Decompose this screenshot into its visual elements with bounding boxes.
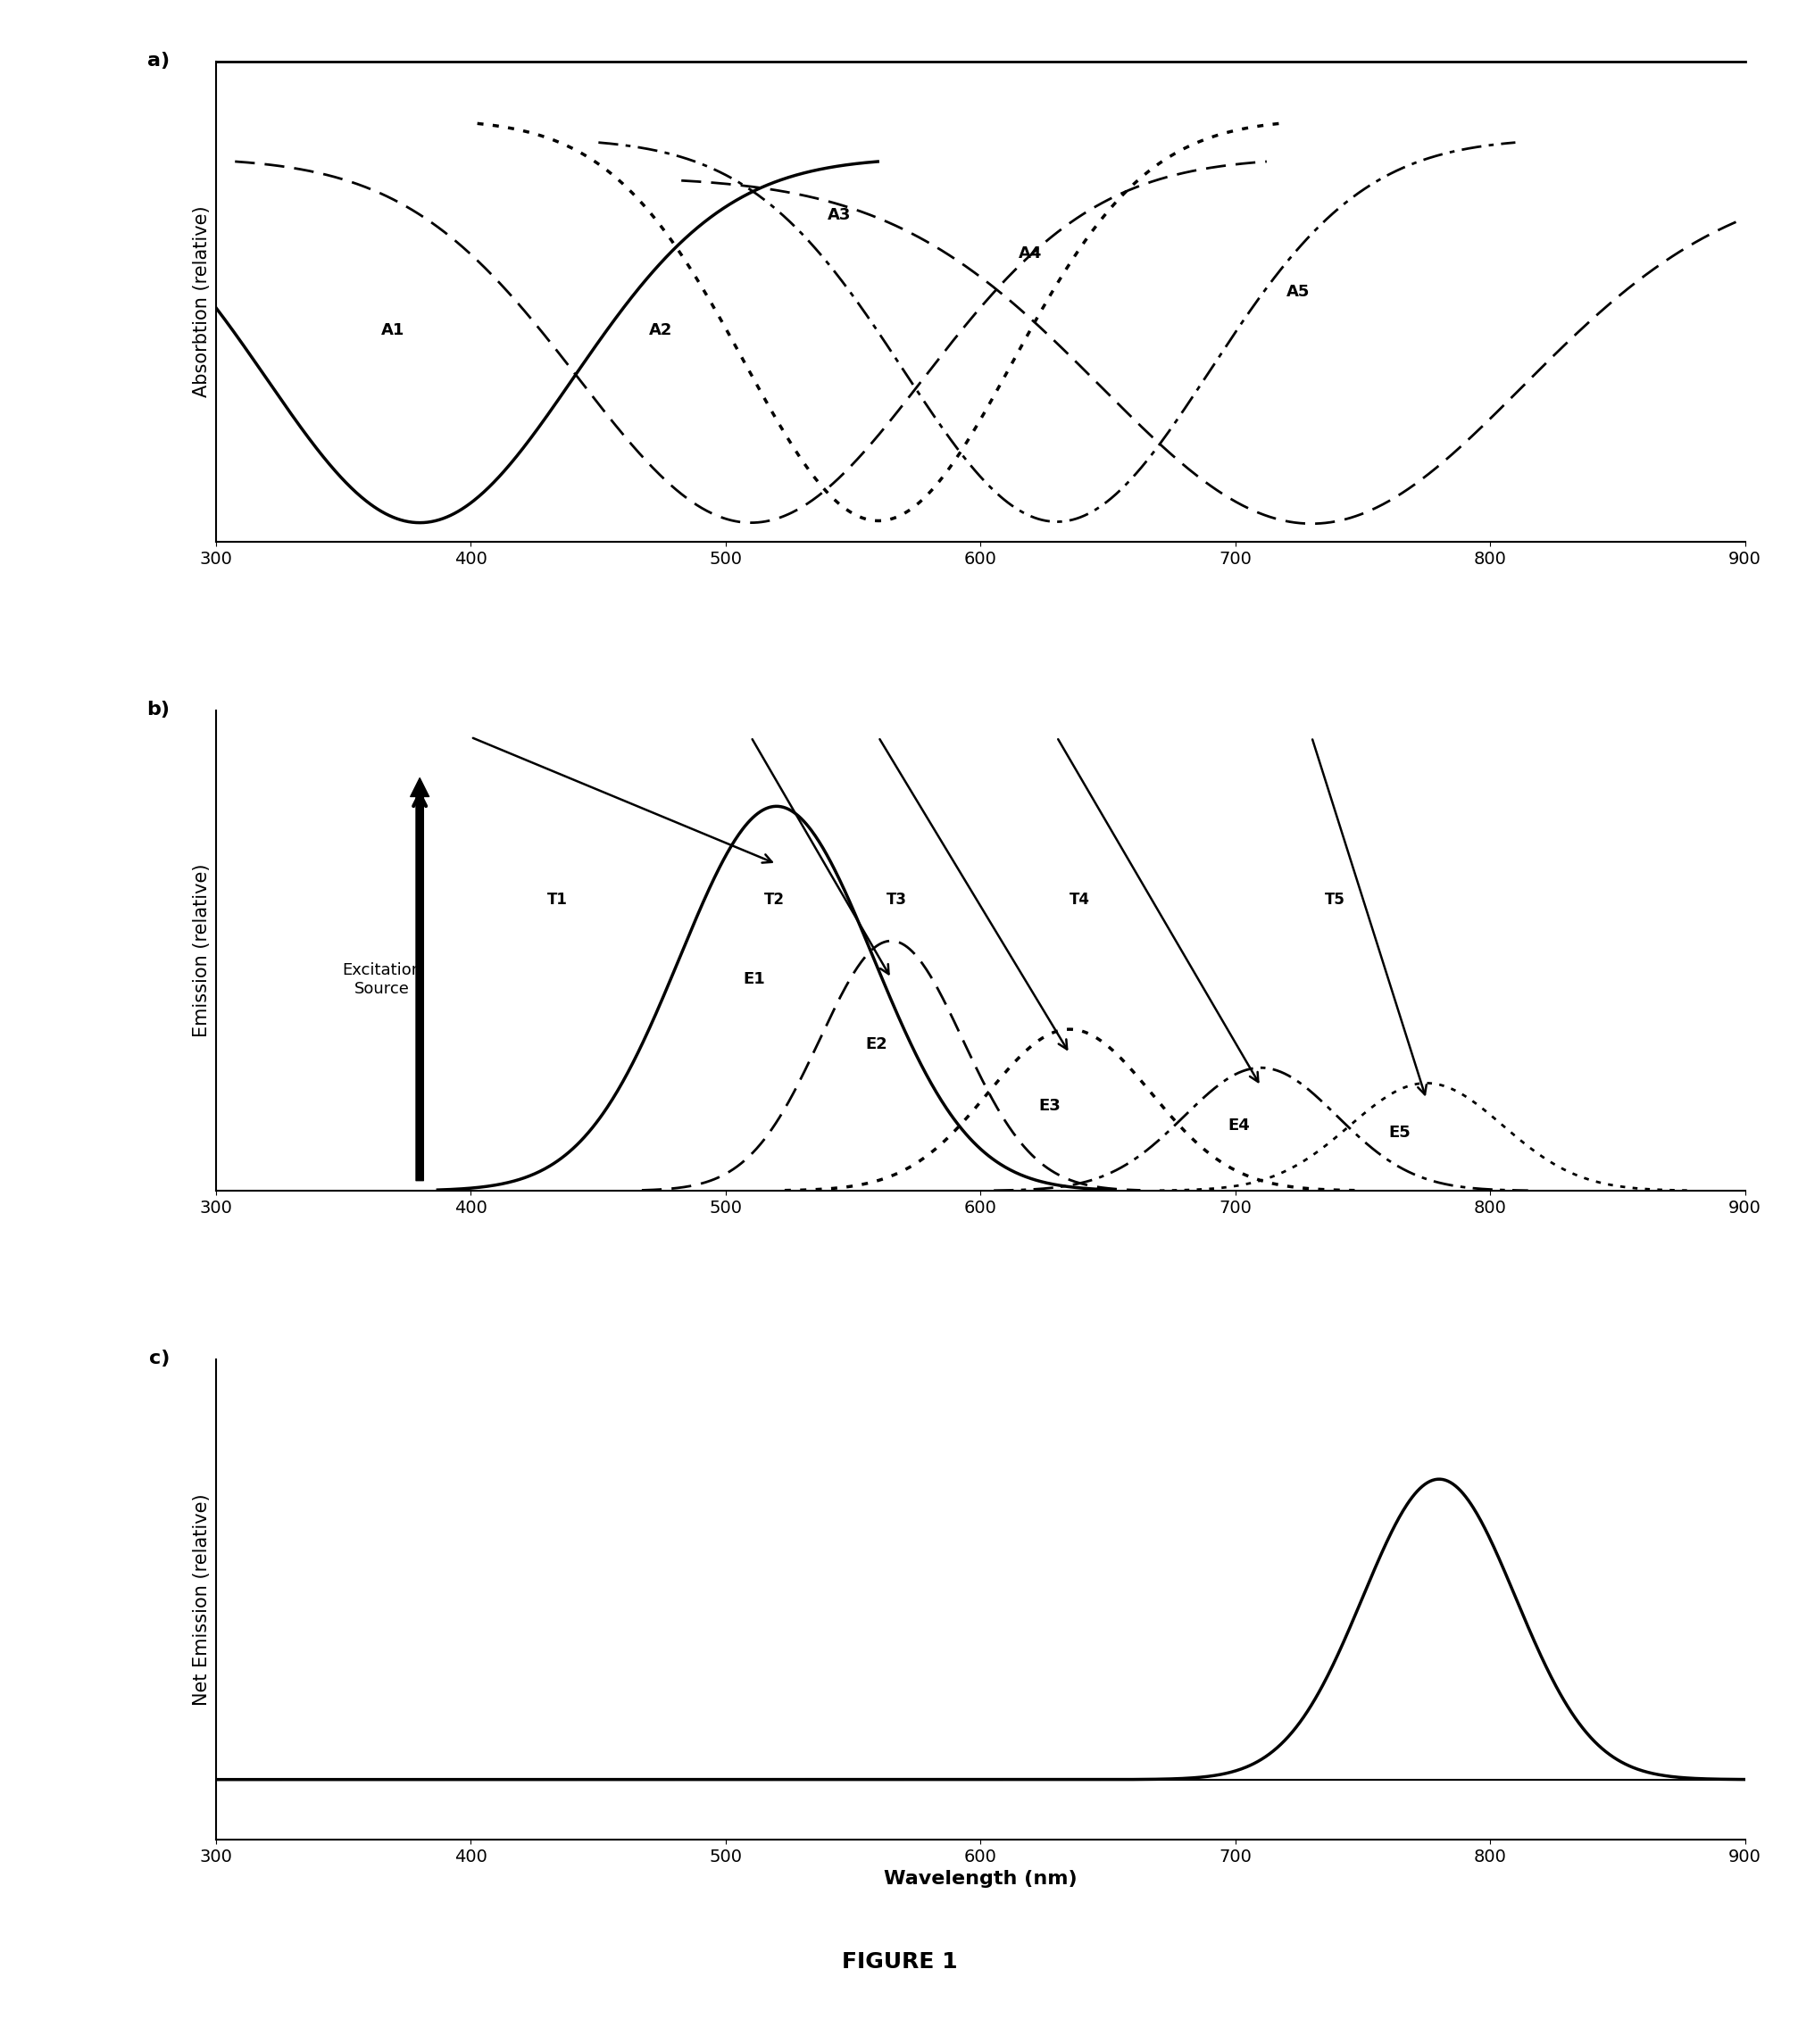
Text: A1: A1 bbox=[381, 323, 405, 339]
Text: Excitation
Source: Excitation Source bbox=[342, 963, 421, 997]
Text: T1: T1 bbox=[547, 891, 568, 908]
Text: T2: T2 bbox=[764, 891, 784, 908]
Y-axis label: Net Emission (relative): Net Emission (relative) bbox=[192, 1494, 210, 1705]
X-axis label: Wavelength (nm): Wavelength (nm) bbox=[883, 1870, 1077, 1889]
Text: b): b) bbox=[147, 701, 169, 717]
Text: E4: E4 bbox=[1226, 1118, 1250, 1134]
Text: FIGURE 1: FIGURE 1 bbox=[841, 1952, 957, 1972]
Text: c): c) bbox=[149, 1349, 169, 1367]
Y-axis label: Absorbtion (relative): Absorbtion (relative) bbox=[192, 206, 210, 397]
Text: E1: E1 bbox=[743, 971, 766, 987]
Y-axis label: Emission (relative): Emission (relative) bbox=[192, 865, 210, 1036]
Text: A2: A2 bbox=[649, 323, 672, 339]
Text: A4: A4 bbox=[1018, 245, 1041, 262]
Text: T5: T5 bbox=[1323, 891, 1345, 908]
Text: A3: A3 bbox=[827, 206, 850, 223]
Text: a): a) bbox=[147, 51, 169, 69]
Text: E2: E2 bbox=[865, 1036, 888, 1053]
Text: T4: T4 bbox=[1070, 891, 1090, 908]
Text: A5: A5 bbox=[1286, 284, 1309, 300]
Text: T3: T3 bbox=[886, 891, 906, 908]
Text: E3: E3 bbox=[1039, 1098, 1061, 1114]
Text: E5: E5 bbox=[1388, 1124, 1410, 1141]
